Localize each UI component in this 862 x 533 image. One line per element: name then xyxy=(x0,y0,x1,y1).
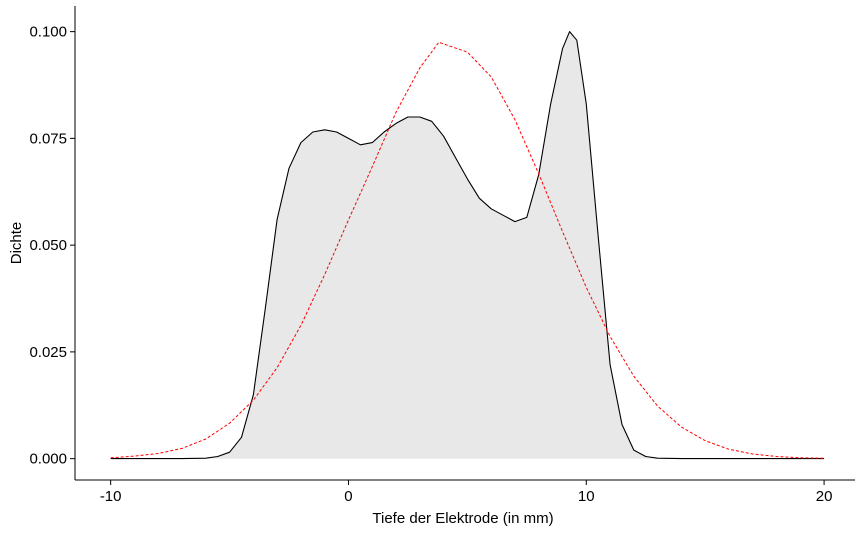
density-curve xyxy=(110,31,825,460)
x-tick-label: 0 xyxy=(344,488,352,505)
x-tick-label: -10 xyxy=(100,488,122,505)
y-tick-label: 0.025 xyxy=(29,344,67,361)
series-layer xyxy=(110,31,825,460)
density-area-fill xyxy=(110,31,825,459)
y-axis-ticks: 0.000 0.025 0.050 0.075 0.100 xyxy=(29,24,75,468)
y-tick-label: 0.075 xyxy=(29,130,67,147)
x-axis-title: Tiefe der Elektrode (in mm) xyxy=(372,510,553,527)
y-tick-label: 0.100 xyxy=(29,24,67,41)
y-axis-title: Dichte xyxy=(8,222,25,265)
x-tick-label: 10 xyxy=(578,488,595,505)
x-axis-ticks: -10 0 10 20 xyxy=(100,480,833,505)
y-tick-label: 0.000 xyxy=(29,451,67,468)
normal-curve xyxy=(110,41,825,459)
y-tick-label: 0.050 xyxy=(29,237,67,254)
x-tick-label: 20 xyxy=(816,488,833,505)
